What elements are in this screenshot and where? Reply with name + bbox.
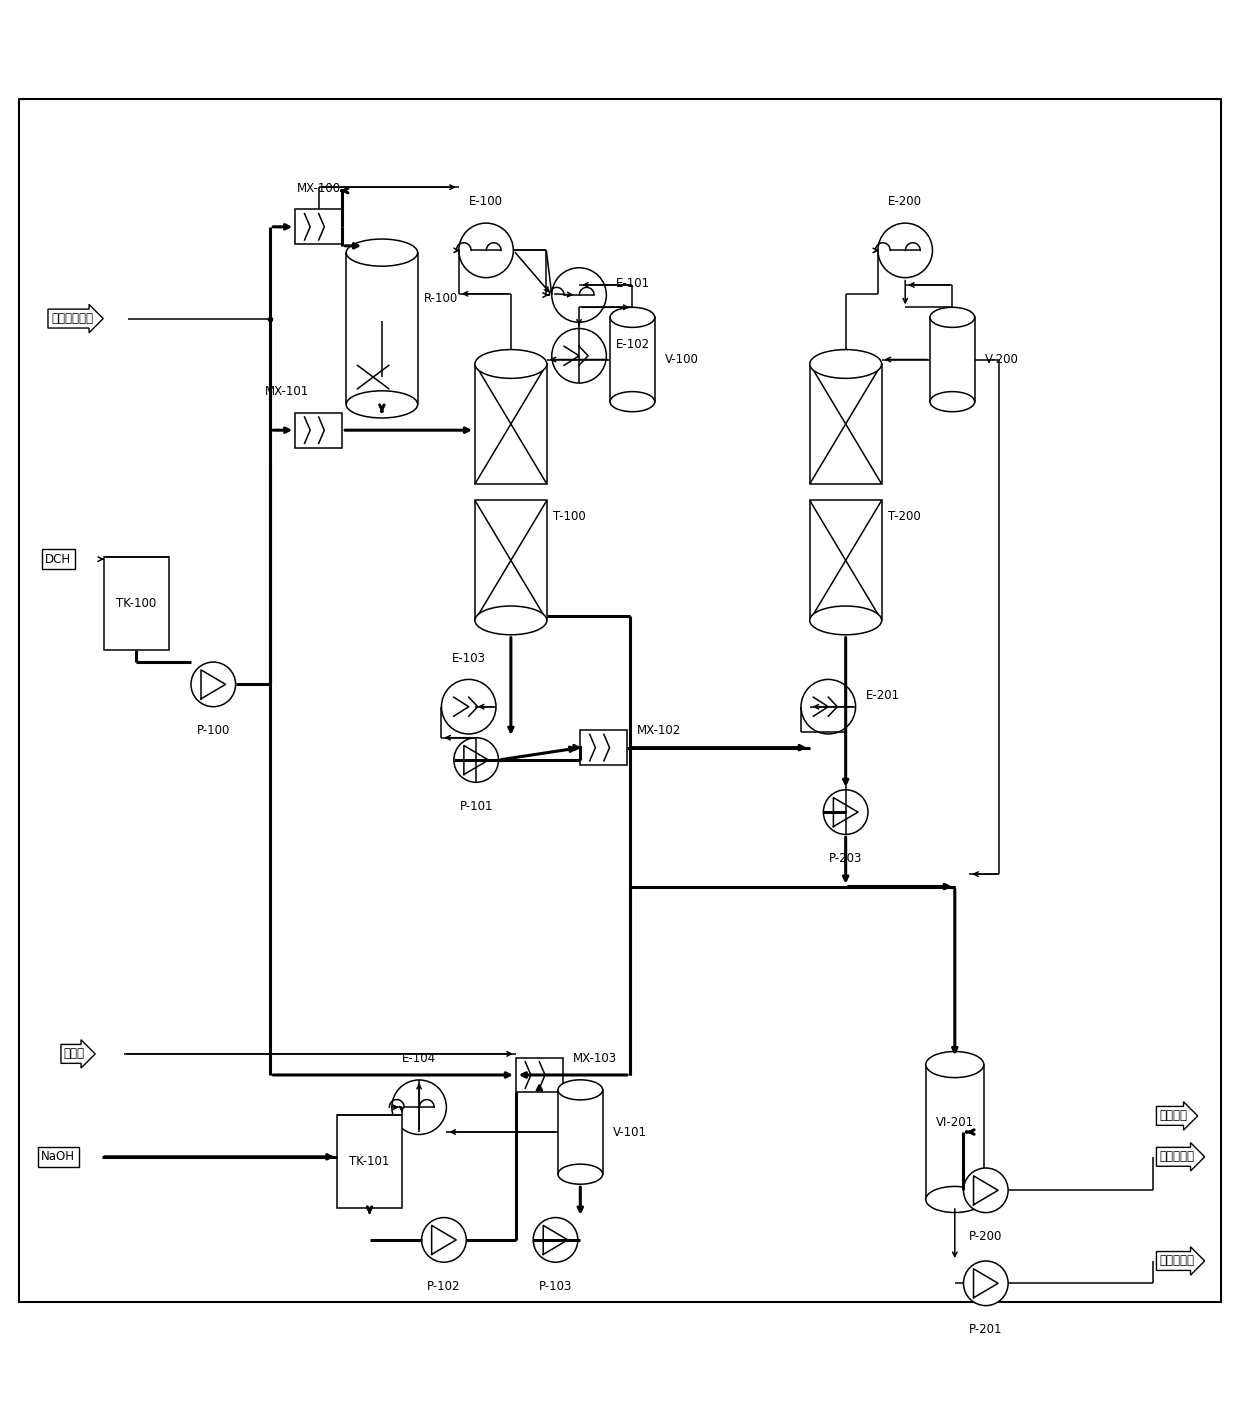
Text: E-101: E-101 (616, 277, 651, 290)
Text: P-101: P-101 (459, 800, 494, 813)
Bar (930, 318, 975, 402)
Ellipse shape (558, 1164, 603, 1184)
Text: R-100: R-100 (424, 291, 458, 304)
Text: T-100: T-100 (553, 510, 585, 523)
Bar (475, 364, 547, 483)
Text: T-200: T-200 (888, 510, 920, 523)
Ellipse shape (610, 307, 655, 328)
Circle shape (533, 1217, 578, 1262)
Text: V-100: V-100 (665, 353, 698, 366)
Bar (810, 364, 882, 483)
Ellipse shape (926, 1052, 983, 1077)
Circle shape (963, 1261, 1008, 1306)
Text: E-201: E-201 (866, 689, 900, 702)
Circle shape (963, 1168, 1008, 1213)
Text: VI-201: VI-201 (936, 1115, 973, 1129)
Text: E-104: E-104 (402, 1052, 436, 1065)
Text: P-201: P-201 (968, 1323, 1003, 1337)
Text: 产品塔返回液: 产品塔返回液 (51, 312, 93, 325)
Ellipse shape (346, 240, 418, 266)
Circle shape (823, 790, 868, 835)
Text: MX-100: MX-100 (296, 182, 341, 195)
Text: P-102: P-102 (427, 1279, 461, 1293)
Bar (558, 1090, 603, 1174)
Text: TK-101: TK-101 (350, 1156, 389, 1168)
Bar (475, 500, 547, 621)
Text: MX-101: MX-101 (265, 385, 309, 398)
Text: DCH: DCH (45, 552, 72, 566)
Bar (810, 500, 882, 621)
Bar (104, 558, 169, 650)
Text: P-100: P-100 (197, 724, 229, 737)
Ellipse shape (930, 307, 975, 328)
Bar (346, 252, 418, 405)
Ellipse shape (475, 350, 547, 378)
Text: P-200: P-200 (970, 1230, 1002, 1243)
Text: NaOH: NaOH (41, 1150, 76, 1163)
Text: E-100: E-100 (469, 195, 503, 209)
Text: P-103: P-103 (539, 1279, 572, 1293)
Text: V-200: V-200 (985, 353, 1018, 366)
Circle shape (441, 679, 496, 734)
Circle shape (552, 268, 606, 322)
Circle shape (878, 223, 932, 277)
Circle shape (454, 738, 498, 782)
Text: 去精馏装置: 去精馏装置 (1159, 1150, 1194, 1163)
Bar (295, 413, 342, 447)
Ellipse shape (930, 392, 975, 412)
Ellipse shape (558, 1080, 603, 1100)
Ellipse shape (475, 607, 547, 635)
Text: MX-102: MX-102 (637, 724, 682, 737)
Ellipse shape (810, 607, 882, 635)
Bar (337, 1115, 402, 1208)
Text: 一次水: 一次水 (64, 1048, 84, 1061)
Text: E-200: E-200 (888, 195, 923, 209)
Circle shape (801, 679, 856, 734)
Bar (926, 1065, 983, 1199)
Text: V-101: V-101 (613, 1125, 646, 1139)
Circle shape (422, 1217, 466, 1262)
Circle shape (191, 663, 236, 706)
Circle shape (552, 328, 606, 382)
Circle shape (392, 1080, 446, 1135)
Text: E-102: E-102 (616, 338, 651, 350)
Bar (295, 210, 342, 244)
Ellipse shape (810, 350, 882, 378)
Text: MX-103: MX-103 (573, 1052, 618, 1065)
Bar (580, 730, 627, 765)
Text: 去产品区: 去产品区 (1159, 1110, 1188, 1122)
Ellipse shape (346, 391, 418, 417)
Circle shape (459, 223, 513, 277)
Text: P-203: P-203 (830, 852, 862, 864)
Ellipse shape (926, 1187, 983, 1212)
Text: E-103: E-103 (451, 651, 486, 664)
Bar (516, 1058, 563, 1093)
Text: 去盐水处理: 去盐水处理 (1159, 1254, 1194, 1268)
Ellipse shape (610, 392, 655, 412)
Bar (610, 318, 655, 402)
Text: TK-100: TK-100 (117, 597, 156, 611)
